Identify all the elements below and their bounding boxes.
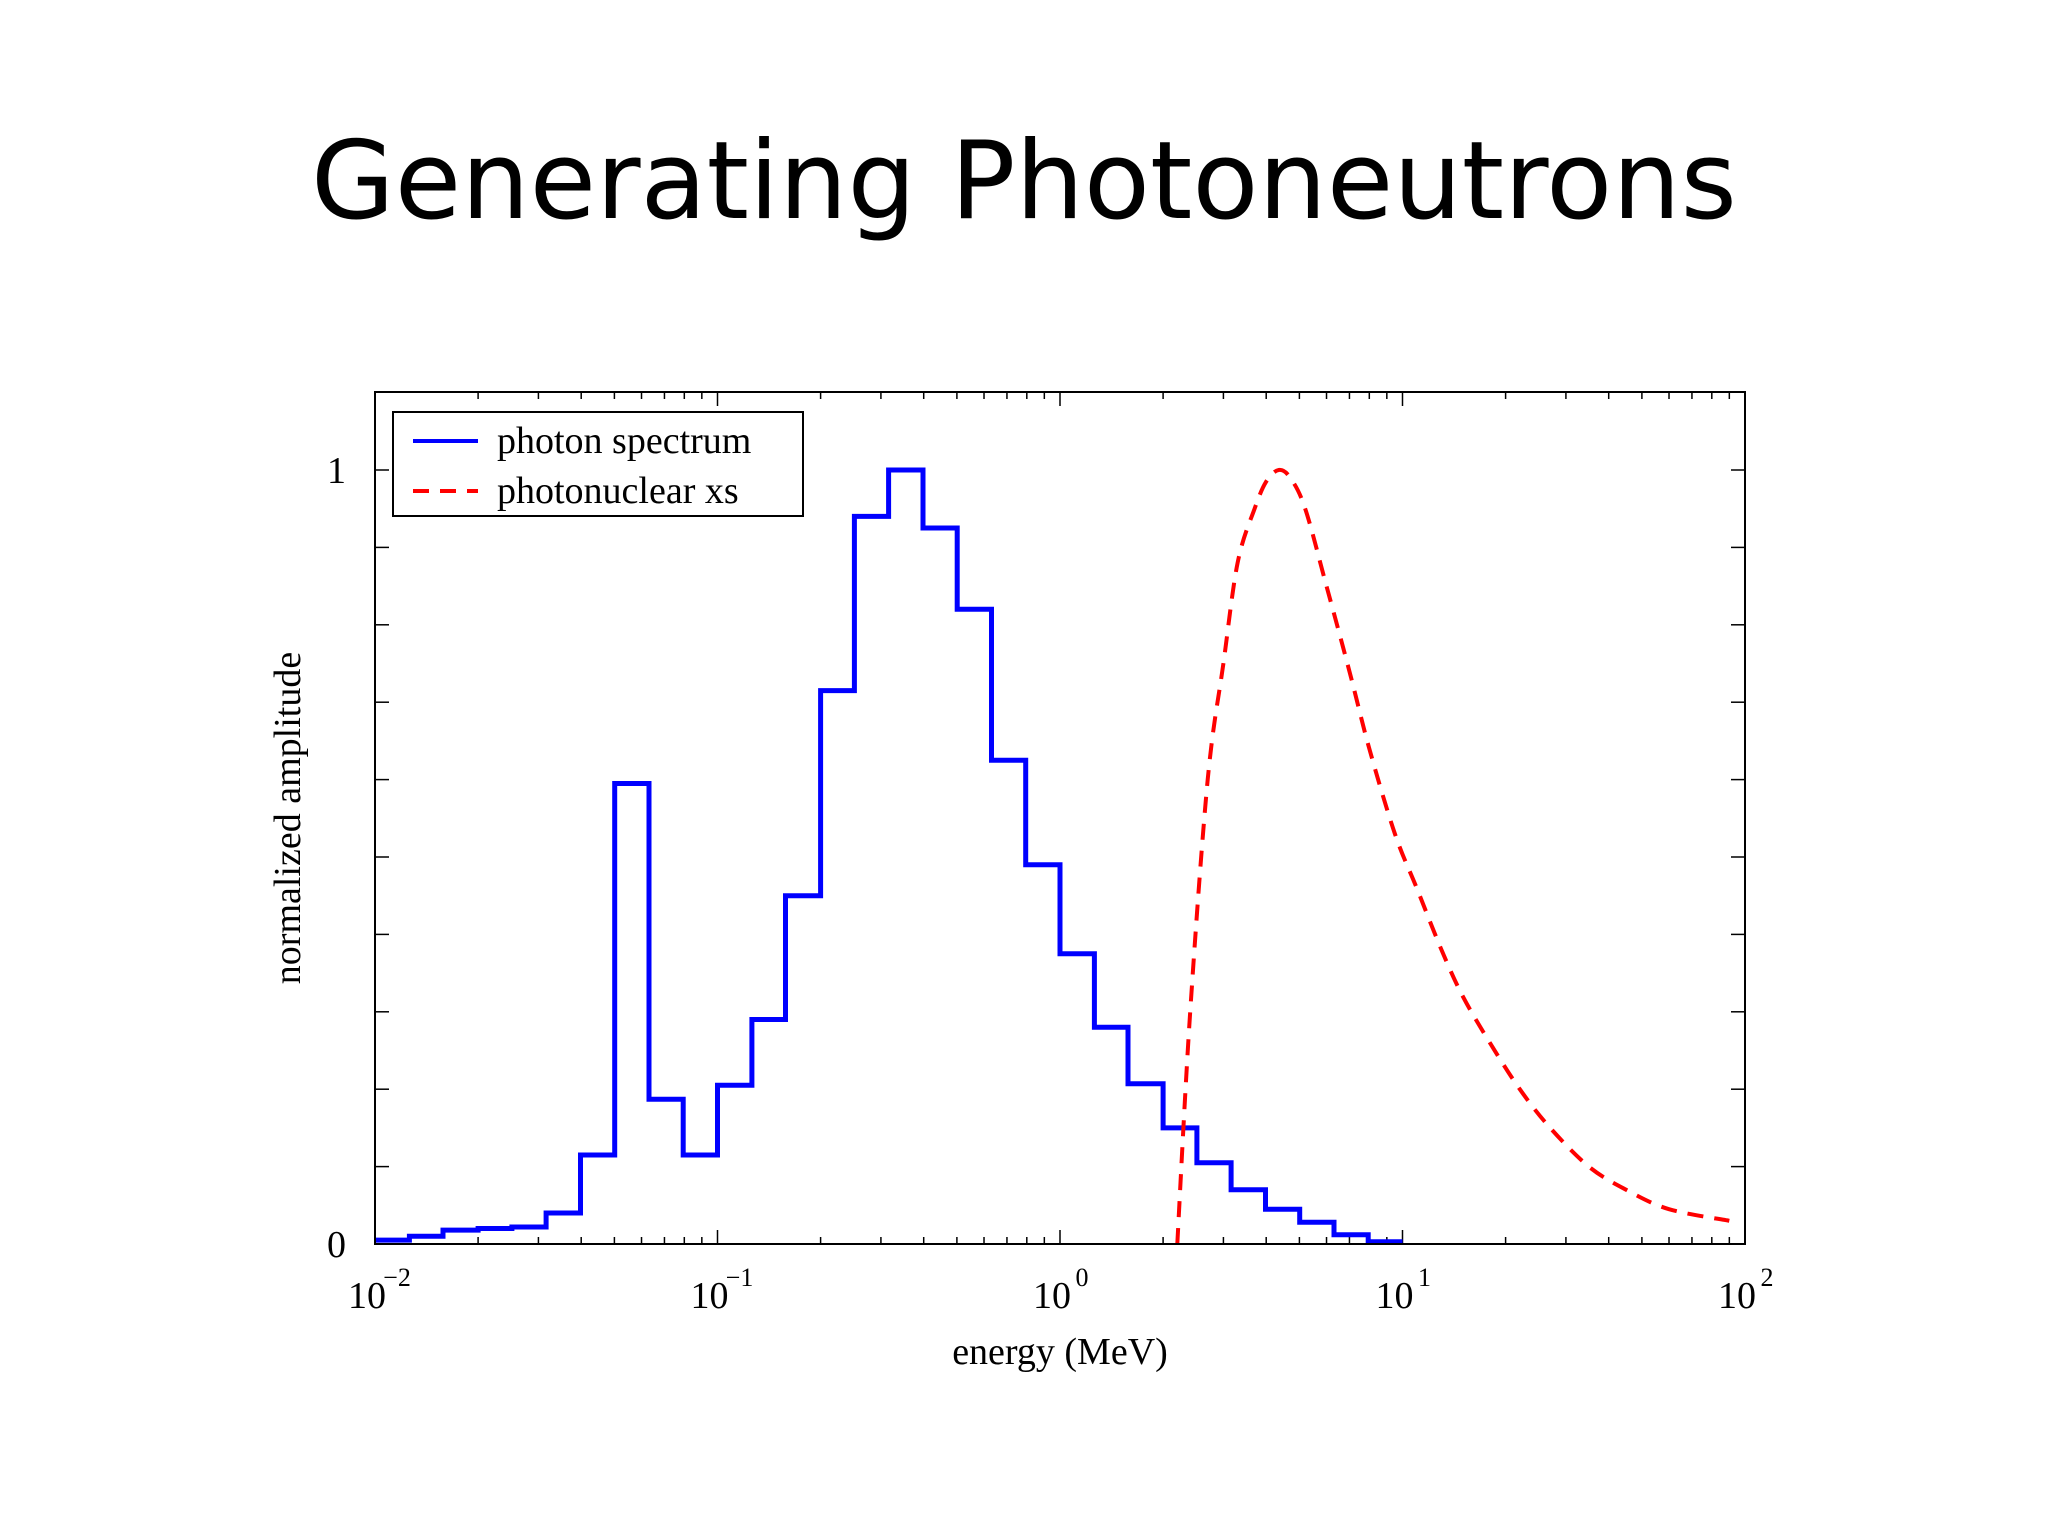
x-tick-label-exponent: 1 (1418, 1263, 1431, 1292)
x-tick-label: 10 (1033, 1275, 1071, 1317)
legend-label-photon-spectrum: photon spectrum (497, 420, 751, 462)
axis-ticks (374, 392, 1746, 1245)
legend-label-photonuclear-xs: photonuclear xs (497, 470, 739, 512)
x-tick-label: 10 (1718, 1275, 1756, 1317)
legend-box (392, 411, 804, 517)
x-tick-label: 10 (1376, 1275, 1414, 1317)
slide-title: Generating Photoneutrons (311, 119, 1737, 244)
series-photonuclear-xs (1175, 467, 1730, 1245)
x-tick-label: 10 (348, 1275, 386, 1317)
x-tick-label: 10 (691, 1275, 729, 1317)
series-photon-spectrum (375, 467, 1403, 1245)
legend: photon spectrum photonuclear xs (392, 411, 804, 517)
x-tick-label-exponent: 0 (1076, 1263, 1089, 1292)
x-tick-label-exponent: 2 (1761, 1263, 1774, 1292)
series-layer (375, 467, 1730, 1245)
x-tick-label-exponent: −1 (726, 1263, 754, 1292)
y-axis-label: normalized amplitude (267, 652, 309, 984)
tick-labels: 10−2 10−1 10 0 10 1 10 201 (327, 450, 1774, 1317)
plot-frame (374, 391, 1746, 1245)
y-tick-label: 0 (327, 1224, 346, 1266)
y-tick-label: 1 (327, 450, 346, 492)
x-tick-label-exponent: −2 (383, 1263, 411, 1292)
x-axis-label: energy (MeV) (952, 1331, 1168, 1373)
